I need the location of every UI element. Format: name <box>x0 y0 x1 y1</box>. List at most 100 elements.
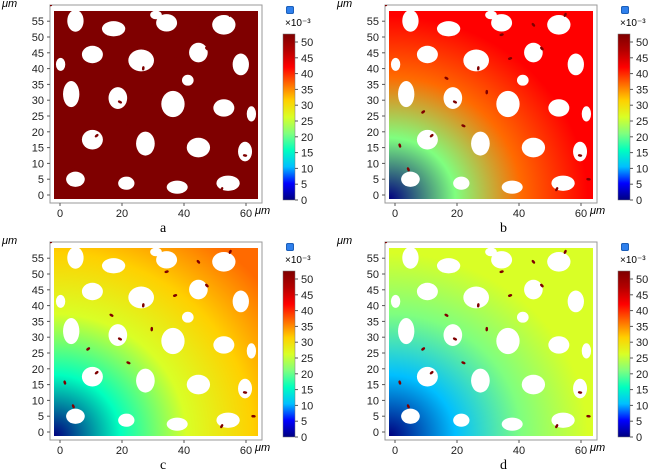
pore <box>436 21 461 37</box>
solid-fragment <box>577 154 583 157</box>
pore <box>189 279 208 300</box>
colorbar-tick-label: 30 <box>301 100 313 112</box>
pore <box>567 53 584 76</box>
colorbar-tick-label: 30 <box>301 337 313 349</box>
settings-icon[interactable] <box>621 6 629 14</box>
colorbar-tick-label: 15 <box>636 148 648 160</box>
pore <box>390 294 401 308</box>
panel-c: 0 20 40 60 0 5 10 15 20 25 30 35 40 45 50 55 0 5 10 15 20 25 3… <box>0 235 334 474</box>
colorbar-exponent: ×10⁻³ <box>285 255 311 266</box>
pore <box>548 99 570 117</box>
solid-fragment <box>563 249 567 254</box>
x-unit-label: μm <box>590 442 606 454</box>
y-tick-label: 40 <box>367 301 379 313</box>
pore <box>161 90 185 118</box>
y-tick-label: 45 <box>32 285 44 297</box>
caption-d: d <box>500 458 507 473</box>
y-tick-label: 50 <box>367 32 379 44</box>
scalar-field <box>50 5 258 199</box>
solid-fragment <box>555 187 559 192</box>
settings-icon[interactable] <box>286 6 294 14</box>
pore <box>66 408 85 424</box>
x-tick-label: 40 <box>178 445 190 457</box>
pore <box>66 171 85 187</box>
y-tick-label: 15 <box>367 143 379 155</box>
solid-fragment <box>228 12 232 17</box>
y-tick-label: 25 <box>367 348 379 360</box>
solid-fragment <box>50 5 53 7</box>
solid-fragment <box>164 33 169 37</box>
pore <box>118 413 135 427</box>
colorbar <box>617 270 631 438</box>
caption-b: b <box>500 221 507 236</box>
solid-fragment <box>141 66 145 71</box>
colorbar-tick-label: 35 <box>301 84 313 96</box>
colorbar-tick-label: 20 <box>636 369 648 381</box>
pore <box>453 176 470 190</box>
pore <box>547 14 571 35</box>
y-tick-label: 0 <box>373 427 379 439</box>
pore <box>81 129 103 150</box>
pore <box>156 251 178 269</box>
y-tick-label: 40 <box>32 301 44 313</box>
colorbar-tick-label: 0 <box>636 195 642 207</box>
plot-b: 0 20 40 60 0 5 10 15 20 25 30 35 40 45 50 55 0 5 10 15 20 25 3… <box>367 4 648 220</box>
solid-fragment <box>444 76 449 80</box>
y-unit-label: μm <box>2 0 18 10</box>
solid-fragment <box>540 283 544 288</box>
colorbar-exponent: ×10⁻³ <box>285 18 311 29</box>
solid-fragment <box>172 57 178 60</box>
settings-icon[interactable] <box>286 243 294 251</box>
colorbar-tick-label: 35 <box>636 84 648 96</box>
x-tick-label: 0 <box>392 445 398 457</box>
solid-fragment <box>251 414 256 418</box>
y-tick-label: 5 <box>38 174 44 186</box>
colorbar-tick-label: 40 <box>301 69 313 81</box>
pore <box>524 279 543 300</box>
scalar-field <box>50 242 258 436</box>
solid-fragment <box>117 100 123 104</box>
y-tick-label: 5 <box>373 174 379 186</box>
pore <box>101 21 126 37</box>
solid-fragment <box>126 361 131 365</box>
pore <box>67 246 84 269</box>
colorbar-tick-label: 5 <box>636 416 642 428</box>
pore <box>551 175 575 191</box>
settings-icon[interactable] <box>621 243 629 251</box>
solid-fragment <box>476 66 480 71</box>
colorbar-tick-label: 0 <box>636 432 642 444</box>
solid-fragment <box>141 303 145 308</box>
solid-fragment <box>485 326 489 332</box>
pore <box>416 45 438 64</box>
colorbar-tick-label: 20 <box>636 132 648 144</box>
solid-fragment <box>220 187 224 192</box>
pore <box>63 81 80 108</box>
pore <box>485 247 497 257</box>
pore <box>551 412 575 428</box>
pore <box>238 141 253 162</box>
colorbar-tick-label: 0 <box>301 195 307 207</box>
solid-fragment <box>421 347 426 351</box>
pore <box>108 87 128 109</box>
solid-fragment <box>531 22 536 27</box>
pore <box>213 99 235 117</box>
x-tick-label: 0 <box>57 208 63 220</box>
pore <box>156 14 178 32</box>
solid-fragment <box>385 242 388 244</box>
y-tick-label: 45 <box>367 48 379 60</box>
colorbar-tick-label: 50 <box>301 37 313 49</box>
pore <box>581 106 592 122</box>
pore <box>398 81 415 108</box>
solid-fragment <box>461 124 466 128</box>
pore <box>501 417 523 431</box>
pore <box>524 42 543 63</box>
solid-fragment <box>220 424 224 429</box>
y-tick-label: 25 <box>367 111 379 123</box>
y-unit-label: μm <box>337 235 353 247</box>
x-tick-label: 20 <box>116 208 128 220</box>
pore <box>443 324 463 346</box>
solid-fragment <box>586 414 591 418</box>
plot-a: 0 20 40 60 0 5 10 15 20 25 30 35 40 45 50 55 0 5 10 15 20 25 3… <box>32 4 313 220</box>
solid-fragment <box>531 259 536 264</box>
colorbar-tick-label: 0 <box>301 432 307 444</box>
